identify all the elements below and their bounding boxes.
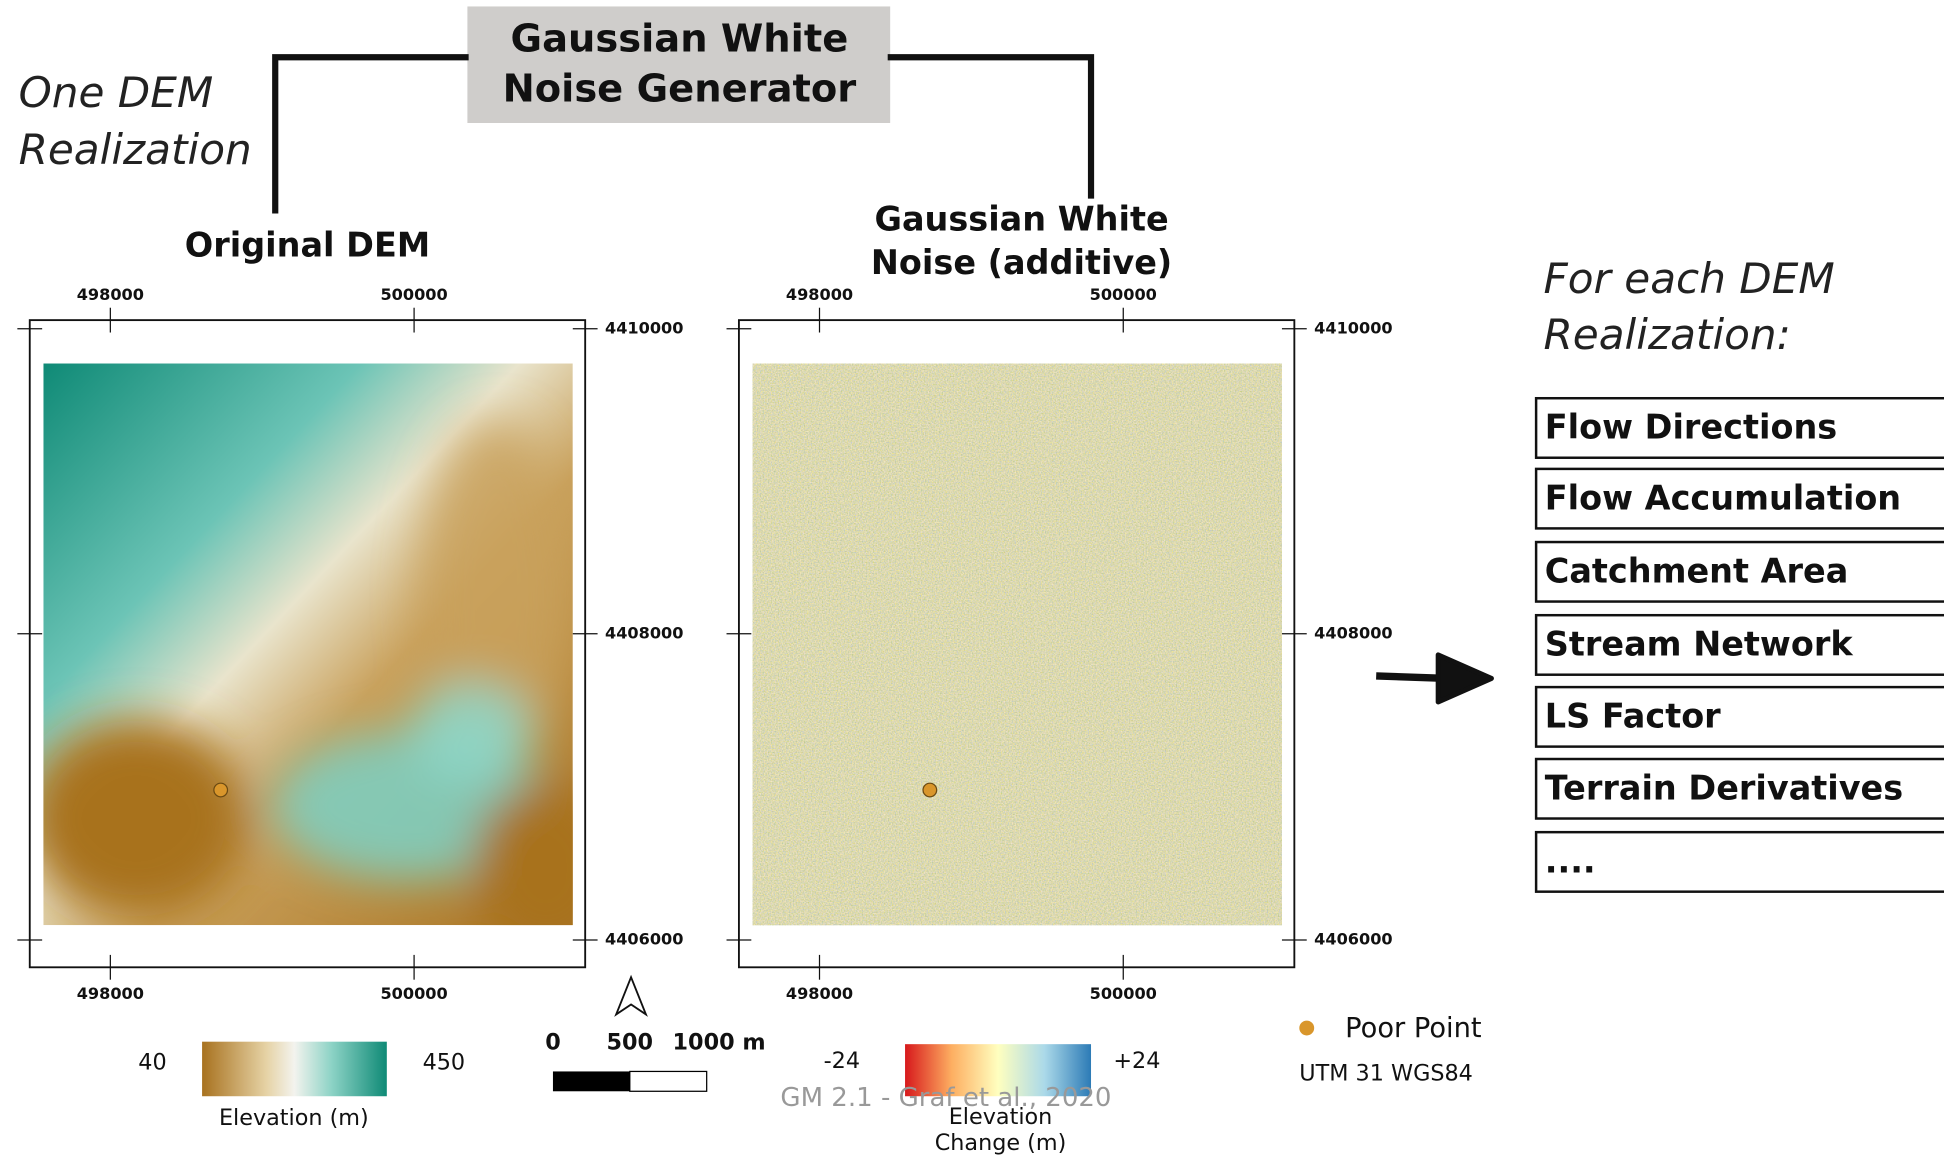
crs: UTM 31 WGS84 [1299, 1060, 1473, 1086]
output-label: Terrain Derivatives [1545, 769, 1903, 808]
x-tick-label: 500000 [1090, 984, 1157, 1003]
page: Gaussian White Noise Generator One DEM R… [0, 0, 1944, 1156]
figure: Gaussian White Noise Generator One DEM R… [0, 0, 1944, 1156]
scale-label: 500 [607, 1029, 654, 1055]
elev-max: 450 [423, 1049, 466, 1075]
header-title: Noise Generator [503, 66, 857, 111]
change-min: -24 [824, 1048, 860, 1074]
y-tick-label: 4406000 [1314, 930, 1392, 949]
arrow-head [1438, 655, 1491, 702]
scale-bar [630, 1071, 707, 1091]
point-symbol [1299, 1021, 1314, 1036]
right-note: Realization: [1544, 310, 1791, 359]
elev-label: Elevation (m) [219, 1105, 369, 1131]
output-label: Flow Accumulation [1545, 478, 1901, 517]
y-tick-label: 4410000 [1314, 318, 1392, 337]
map-title: Noise (additive) [871, 243, 1172, 282]
pour-point [214, 783, 228, 797]
footer: GM 2.1 - Graf et al., 2020 [780, 1083, 1111, 1113]
left-note: Realization [19, 125, 252, 174]
y-tick-label: 4408000 [1314, 623, 1392, 642]
pour-point [923, 783, 937, 797]
scale-label: 1000 m [673, 1029, 766, 1055]
noise-texture [753, 364, 1282, 926]
output-label: Flow Directions [1545, 408, 1837, 447]
x-tick-label: 500000 [380, 984, 447, 1003]
output-label: LS Factor [1545, 697, 1721, 736]
y-tick-label: 4406000 [605, 930, 683, 949]
x-tick-label: 498000 [77, 984, 144, 1003]
point-label: Poor Point [1345, 1013, 1482, 1044]
elev-colorbar [202, 1042, 387, 1097]
output-label: Stream Network [1545, 625, 1854, 664]
output-box [1536, 832, 1944, 892]
x-tick-label: 498000 [786, 984, 853, 1003]
x-tick-label: 500000 [380, 285, 447, 304]
left-note: One DEM [19, 68, 214, 117]
x-tick-label: 498000 [786, 285, 853, 304]
x-tick-label: 500000 [1090, 285, 1157, 304]
y-tick-label: 4410000 [605, 318, 683, 337]
map-title: Original DEM [185, 225, 430, 264]
right-note: For each DEM [1544, 254, 1835, 303]
north-arrow [616, 977, 646, 1014]
scale-label: 0 [545, 1029, 561, 1055]
output-label: Catchment Area [1545, 552, 1849, 591]
map-title: Gaussian White [874, 199, 1168, 238]
x-tick-label: 498000 [77, 285, 144, 304]
output-label: .... [1545, 842, 1596, 881]
header-title: Gaussian White [511, 17, 849, 62]
scale-bar [553, 1071, 630, 1091]
change-max: +24 [1113, 1048, 1160, 1074]
dem-image [25, 364, 620, 955]
outputs: Flow Directions Flow Accumulation Catchmen… [1536, 398, 1944, 891]
change-label: Change (m) [935, 1130, 1067, 1156]
y-tick-label: 4408000 [605, 623, 683, 642]
elev-min: 40 [138, 1049, 166, 1075]
